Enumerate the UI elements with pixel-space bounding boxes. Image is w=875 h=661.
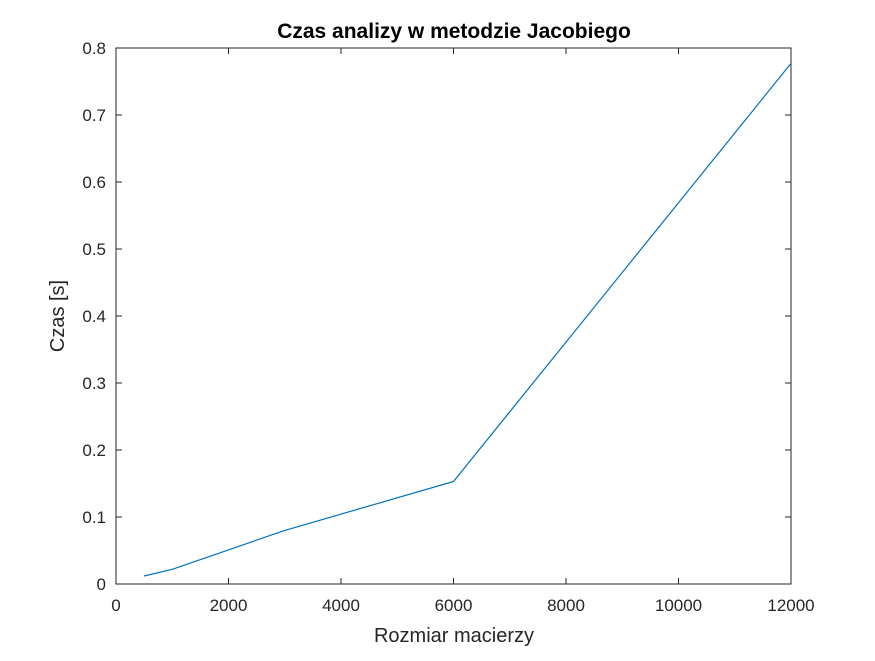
y-tick-label: 0.4 [82, 307, 106, 326]
plot-area [115, 47, 792, 585]
axis-ticks: 0 2000 4000 6000 8000 10000 12000 0 0.1 0.2 0.3 0.4… [82, 39, 814, 615]
y-tick-label: 0.7 [82, 106, 106, 125]
y-tick-label: 0.5 [82, 240, 106, 259]
series-layer [143, 63, 792, 577]
y-tick-label: 0 [97, 575, 106, 594]
axes-box [115, 47, 792, 585]
x-axis-label: Rozmiar macierzy [374, 625, 534, 647]
y-tick-label: 0.2 [82, 441, 106, 460]
series-line [143, 63, 792, 577]
x-tick-label: 6000 [435, 596, 473, 615]
chart-title: Czas analizy w metodzie Jacobiego [277, 20, 631, 43]
y-tick-label: 0.8 [82, 39, 106, 58]
y-tick-label: 0.6 [82, 173, 106, 192]
x-tick-label: 0 [111, 596, 120, 615]
x-tick-label: 2000 [210, 596, 248, 615]
x-tick-label: 10000 [655, 596, 702, 615]
y-axis-label: Czas [s] [47, 280, 69, 352]
x-tick-label: 4000 [322, 596, 360, 615]
y-tick-label: 0.3 [82, 374, 106, 393]
x-tick-label: 8000 [547, 596, 585, 615]
x-tick-label: 12000 [767, 596, 814, 615]
y-tick-label: 0.1 [82, 508, 106, 527]
